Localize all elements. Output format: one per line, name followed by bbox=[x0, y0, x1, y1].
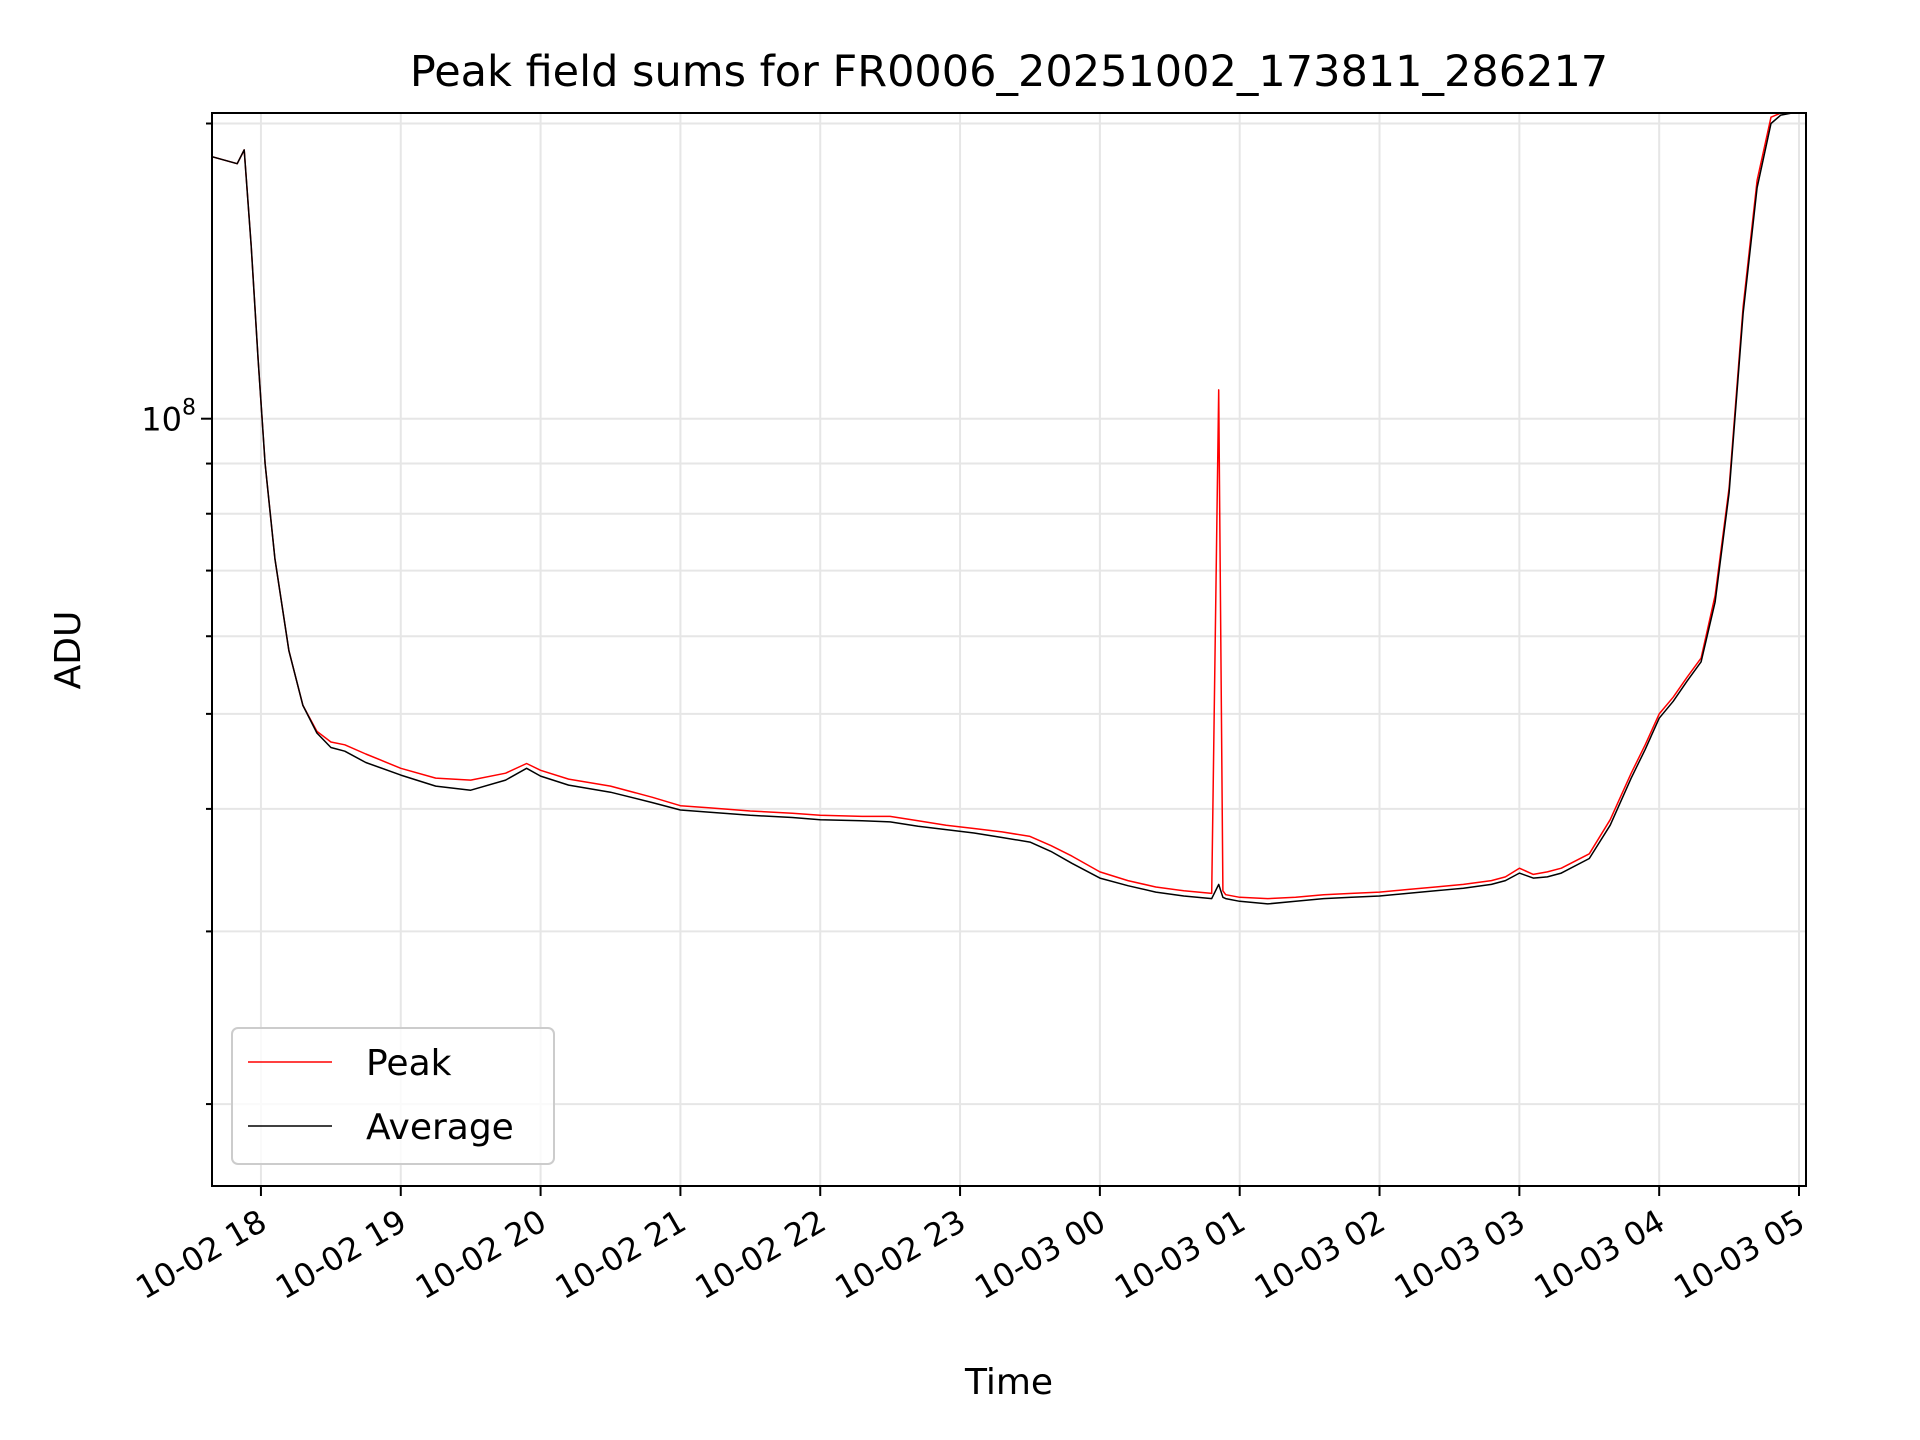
series-layer bbox=[211, 112, 1806, 905]
y-tick-label: 108 bbox=[141, 396, 196, 439]
x-tick-label: 10-02 22 bbox=[689, 1202, 833, 1307]
series-line-peak bbox=[211, 112, 1806, 900]
y-tick-exponent: 8 bbox=[182, 396, 196, 421]
x-tick-label: 10-03 03 bbox=[1388, 1202, 1532, 1307]
grid bbox=[212, 113, 1806, 1186]
legend-peak-label: Peak bbox=[366, 1043, 452, 1084]
legend: Peak Average bbox=[231, 1027, 555, 1165]
x-tick-label: 10-02 20 bbox=[409, 1202, 553, 1307]
x-tick-label: 10-03 01 bbox=[1108, 1202, 1252, 1307]
y-axis-label: ADU bbox=[48, 611, 89, 690]
x-tick-label: 10-02 18 bbox=[129, 1202, 273, 1307]
x-tick-label: 10-03 04 bbox=[1528, 1202, 1672, 1307]
plot-frame bbox=[211, 112, 1807, 1187]
x-tick-label: 10-03 00 bbox=[968, 1202, 1112, 1307]
y-axis-ticks: 108 bbox=[141, 122, 212, 1106]
legend-average-label: Average bbox=[366, 1107, 514, 1148]
y-tick-base: 10 bbox=[141, 401, 182, 439]
x-tick-label: 10-03 05 bbox=[1667, 1202, 1811, 1307]
x-tick-label: 10-02 21 bbox=[549, 1202, 693, 1307]
x-tick-label: 10-02 19 bbox=[269, 1202, 413, 1307]
x-tick-label: 10-03 02 bbox=[1248, 1202, 1392, 1307]
x-tick-label: 10-02 23 bbox=[828, 1202, 972, 1307]
chart-title: Peak field sums for FR0006_20251002_1738… bbox=[410, 47, 1608, 97]
x-axis-label: Time bbox=[964, 1362, 1053, 1403]
series-line-average bbox=[211, 112, 1806, 905]
